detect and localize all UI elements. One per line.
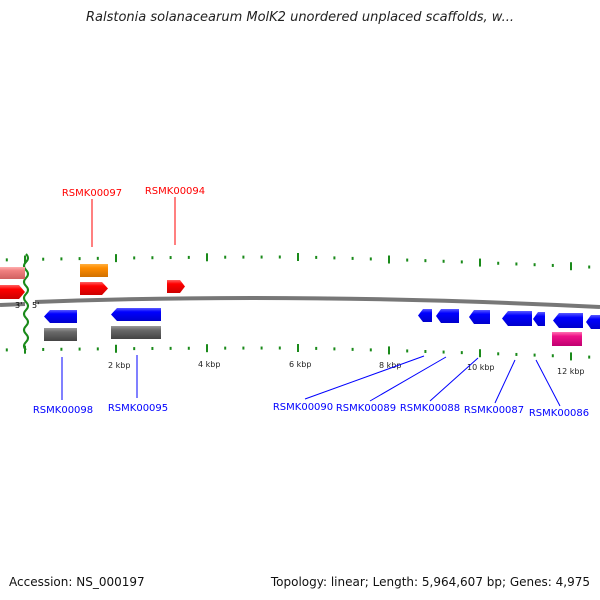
gene-label[interactable]: RSMK00094: [145, 186, 205, 197]
gene-label[interactable]: RSMK00089: [336, 403, 396, 414]
gene-feature-rna[interactable]: [552, 332, 582, 346]
scale-label: 4 kbp: [198, 360, 220, 369]
gene-label[interactable]: RSMK00095: [108, 403, 168, 414]
scale-label: 10 kbp: [467, 363, 495, 372]
gene-label[interactable]: RSMK00086: [529, 408, 589, 419]
gene-arrow-reverse[interactable]: [469, 310, 490, 324]
gene-label[interactable]: RSMK00087: [464, 405, 524, 416]
gene-feature-orange[interactable]: [80, 264, 108, 277]
gene-arrow-reverse[interactable]: [533, 312, 545, 326]
scale-label: 6 kbp: [289, 360, 311, 369]
leader-line: [429, 357, 479, 402]
gene-arrow-reverse[interactable]: [586, 315, 600, 329]
leader-line: [494, 359, 516, 404]
gene-label[interactable]: RSMK00097: [62, 188, 122, 199]
leader-line: [535, 359, 561, 407]
gene-arrow-reverse[interactable]: [418, 309, 432, 322]
scale-labels: 2 kbp 4 kbp 6 kbp 8 kbp 10 kbp 12 kbp: [108, 360, 585, 376]
three-prime-label: 3': [15, 301, 22, 310]
gene-arrow-forward[interactable]: [0, 285, 25, 299]
gene-feature-gray[interactable]: [111, 326, 161, 339]
gene-arrow-reverse[interactable]: [436, 309, 459, 323]
break-marker: [23, 253, 29, 351]
backbone-left: [0, 302, 26, 307]
gene-arrow-forward[interactable]: [167, 280, 185, 293]
gene-arrow-forward[interactable]: [80, 282, 108, 295]
map-title: Ralstonia solanacearum MolK2 unordered u…: [85, 10, 514, 25]
accession-text: Accession: NS_000197: [9, 575, 145, 589]
gene-label[interactable]: RSMK00088: [400, 403, 460, 414]
gene-feature-pink[interactable]: [0, 267, 25, 279]
gene-arrow-reverse[interactable]: [553, 313, 583, 328]
gene-feature-gray[interactable]: [44, 328, 77, 341]
gene-label[interactable]: RSMK00090: [273, 402, 333, 413]
gene-arrow-reverse[interactable]: [44, 310, 77, 323]
five-prime-label: 5': [32, 301, 39, 310]
gene-arrow-reverse[interactable]: [502, 311, 532, 326]
scale-label: 12 kbp: [557, 367, 585, 376]
scale-label: 8 kbp: [379, 361, 401, 370]
backbone: [34, 296, 600, 309]
leader-line: [304, 355, 425, 400]
genome-summary-text: Topology: linear; Length: 5,964,607 bp; …: [270, 575, 590, 589]
leader-line: [369, 356, 447, 402]
scale-label: 2 kbp: [108, 361, 130, 370]
gene-label[interactable]: RSMK00098: [33, 405, 93, 416]
gene-arrow-reverse[interactable]: [111, 308, 161, 321]
scale-ticks: [5, 253, 591, 361]
